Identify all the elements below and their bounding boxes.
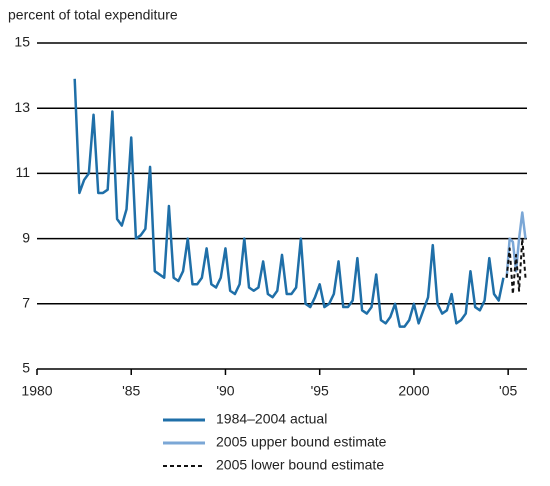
y-tick-label: 7 [22,295,30,311]
y-tick-label: 11 [15,164,30,180]
x-tick-label: 1980 [21,383,52,399]
x-tick-label: '95 [311,383,329,399]
y-tick-label: 13 [14,99,30,115]
x-tick-label: '90 [216,383,234,399]
y-tick-label: 9 [22,229,30,245]
legend-label: 2005 upper bound estimate [216,434,387,450]
line-series [73,78,505,328]
x-tick-label: 2000 [398,383,429,399]
line-series [505,211,527,278]
legend-label: 2005 lower bound estimate [216,457,384,473]
y-tick-label: 5 [22,360,30,376]
legend-label: 1984–2004 actual [216,411,327,427]
x-tick-label: '85 [122,383,140,399]
line-series [505,237,527,296]
y-axis-label: percent of total expenditure [8,7,178,23]
y-tick-label: 15 [14,34,30,50]
x-tick-label: '05 [499,383,517,399]
